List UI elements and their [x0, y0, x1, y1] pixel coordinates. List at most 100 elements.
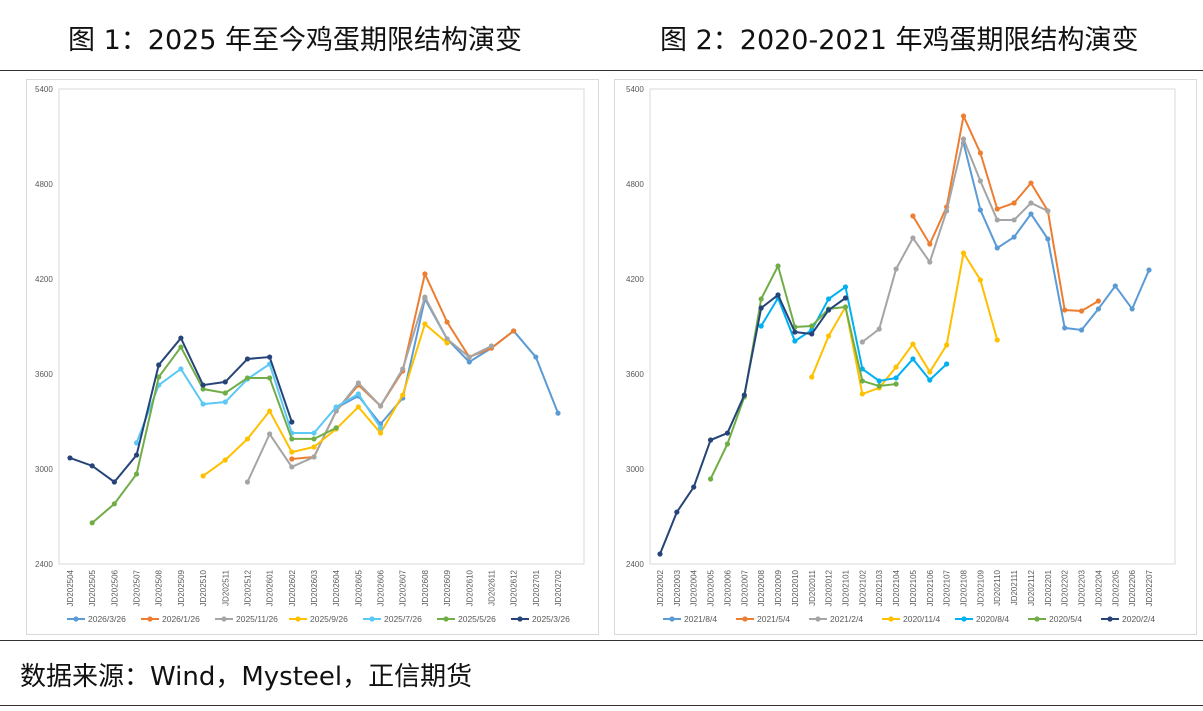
data-point	[377, 430, 384, 436]
data-point	[466, 359, 472, 365]
x-tick-label: JD202601	[266, 569, 275, 606]
figure-1-title: 图 1：2025 年至今鸡蛋期限结构演变	[68, 25, 523, 56]
series-line-2025/7/26	[135, 362, 382, 444]
data-point	[977, 277, 983, 283]
legend-marker	[888, 616, 894, 622]
plot-area	[649, 88, 1176, 565]
data-point	[1078, 308, 1085, 314]
data-point	[355, 404, 361, 410]
series-line-2025/9/26	[202, 322, 448, 477]
x-tick-label: JD202504	[66, 569, 75, 606]
x-tick-label: JD202109	[976, 569, 985, 606]
x-tick-label: JD202607	[399, 569, 408, 606]
data-point	[200, 473, 206, 479]
data-point	[910, 213, 916, 219]
data-point	[311, 430, 317, 436]
bottom-divider	[0, 705, 1203, 706]
data-point	[289, 436, 295, 442]
data-point	[111, 479, 117, 485]
data-point	[893, 266, 899, 272]
data-point	[691, 484, 697, 490]
data-point	[422, 321, 428, 327]
data-point	[1011, 200, 1017, 206]
data-point	[289, 419, 295, 425]
data-point	[511, 328, 517, 334]
series-line-2026/3/26	[335, 296, 559, 426]
data-point	[758, 305, 764, 311]
series-line-2025/5/26	[91, 345, 337, 524]
data-point	[876, 326, 882, 332]
x-tick-label: JD202509	[177, 569, 186, 606]
data-point	[289, 456, 295, 462]
y-tick-label: 4800	[35, 180, 53, 189]
data-point	[910, 235, 916, 241]
chart-1-container: 2400 3000 3600 4200 4800 5400 JD202504 JD202505…	[26, 79, 599, 635]
data-point	[960, 136, 967, 142]
x-tick-label: JD202511	[221, 569, 230, 605]
data-point	[1028, 180, 1034, 186]
data-point	[758, 323, 764, 329]
data-point	[267, 408, 273, 414]
x-tick-label: JD202611	[487, 569, 496, 605]
data-point	[842, 304, 849, 310]
data-point	[910, 356, 916, 362]
series-line-2021/5/4	[912, 112, 1099, 312]
data-point	[311, 444, 317, 450]
legend-label: 2025/9/26	[310, 614, 348, 624]
legend-label: 2025/7/26	[384, 614, 422, 624]
x-tick-label: JD202510	[199, 569, 208, 606]
chart-2-container: 2400 3000 3600 4200 4800 5400 JD202002 JD202003…	[614, 79, 1197, 635]
data-point	[1011, 234, 1017, 240]
data-point	[444, 340, 450, 346]
data-point	[859, 339, 865, 345]
data-point	[1011, 217, 1017, 223]
legend-marker	[1034, 616, 1040, 622]
data-point	[89, 463, 95, 469]
series-line-2020/8/4	[760, 285, 948, 383]
data-point	[792, 338, 798, 344]
data-point	[289, 449, 295, 455]
data-point	[809, 374, 815, 380]
x-tick-label: JD202207	[1145, 569, 1154, 606]
data-point	[267, 431, 273, 437]
data-point	[859, 366, 865, 372]
data-point	[1062, 307, 1068, 313]
y-tick-label: 2400	[626, 560, 644, 569]
data-point	[244, 479, 251, 485]
legend-label: 2021/8/4	[684, 614, 717, 624]
data-point	[1028, 200, 1034, 206]
x-tick-label: JD202008	[757, 569, 766, 606]
x-tick-label: JD202203	[1078, 569, 1087, 606]
x-tick-label: JD202106	[926, 569, 935, 606]
data-point	[311, 454, 317, 460]
legend-label: 2025/3/26	[532, 614, 570, 624]
x-tick-label: JD202608	[421, 569, 430, 606]
data-point	[133, 440, 140, 446]
data-point	[444, 319, 450, 325]
x-tick-label: JD202610	[465, 569, 474, 606]
data-point	[792, 329, 798, 335]
x-tick-label: JD202508	[155, 569, 164, 606]
data-point	[333, 404, 339, 410]
data-point	[200, 401, 206, 407]
data-point	[775, 292, 781, 298]
x-tick-label: JD202104	[892, 569, 901, 606]
data-point	[977, 178, 983, 184]
data-point	[1129, 306, 1135, 312]
data-point	[927, 369, 933, 375]
legend-marker	[815, 616, 821, 622]
data-point	[927, 241, 933, 247]
data-point	[89, 520, 95, 526]
data-point	[67, 455, 73, 461]
data-point	[178, 366, 184, 372]
data-point	[876, 378, 882, 384]
legend-label: 2020/5/4	[1049, 614, 1082, 624]
data-point	[466, 354, 472, 360]
data-point	[876, 383, 882, 389]
data-point	[1095, 306, 1102, 312]
x-tick-label: JD202201	[1044, 569, 1053, 606]
data-point	[289, 464, 295, 470]
data-point	[355, 380, 361, 386]
data-point	[355, 391, 361, 397]
legend-label: 2026/1/26	[162, 614, 200, 624]
